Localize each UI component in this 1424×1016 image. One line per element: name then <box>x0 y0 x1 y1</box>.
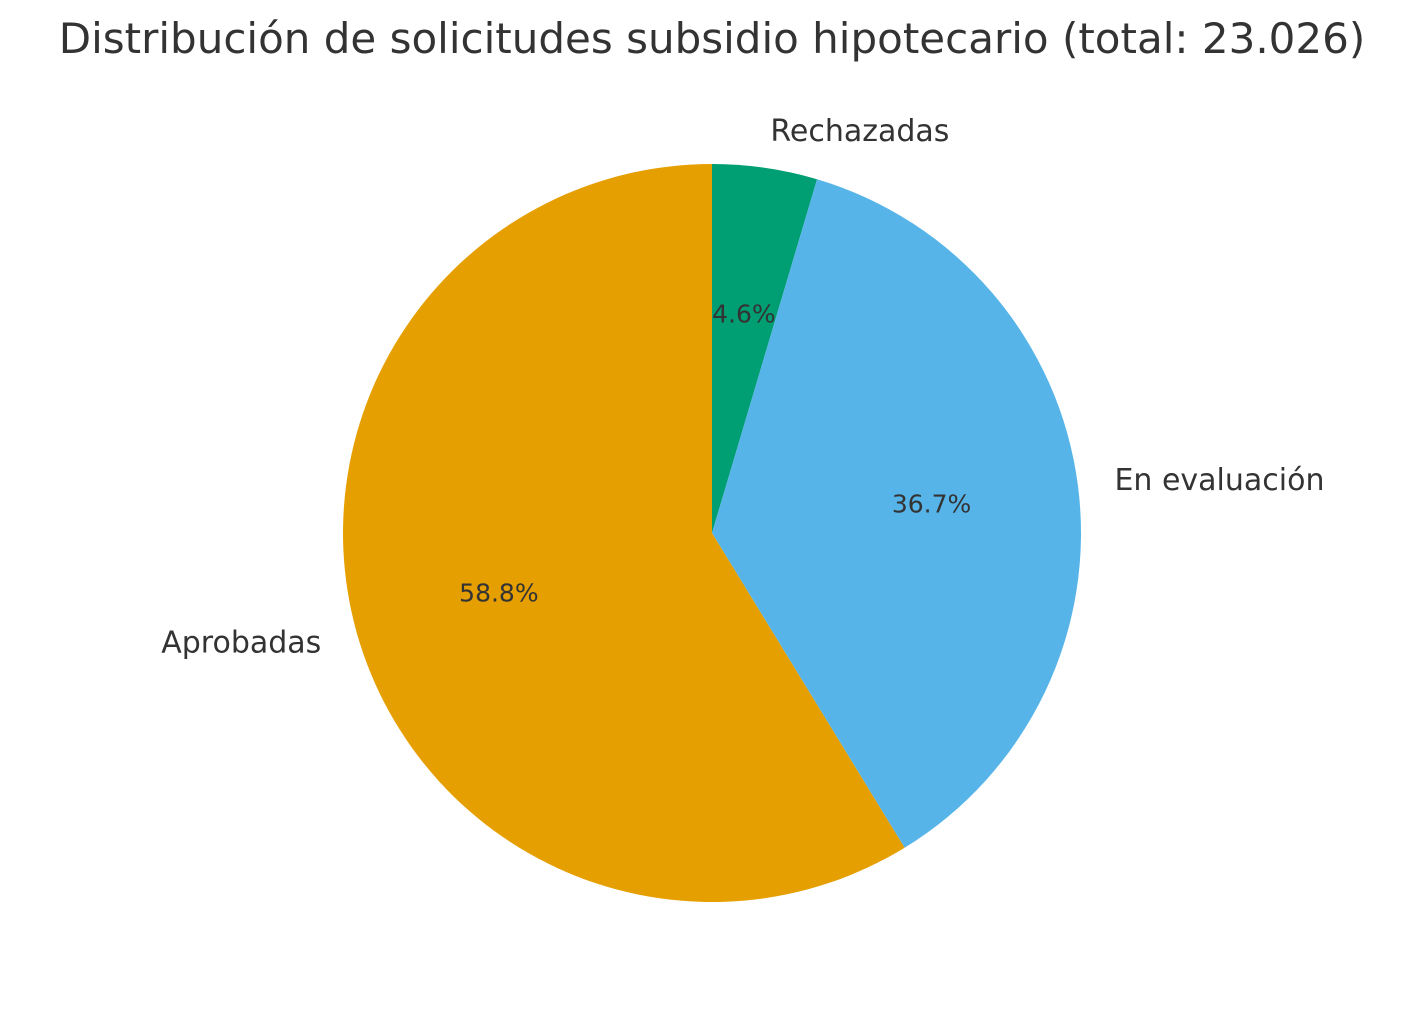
pie-slice-1 <box>712 179 1081 848</box>
pie-slice-0 <box>712 164 818 533</box>
slice-category-label-2: Aprobadas <box>161 626 321 661</box>
slice-percent-label-0: 4.6% <box>712 299 776 328</box>
pie-labels: 4.6% Rechazadas 36.7% En evaluación 58.8% Apr… <box>161 114 1324 661</box>
pie-slices <box>342 164 1081 902</box>
slice-percent-label-1: 36.7% <box>892 490 971 519</box>
slice-percent-label-2: 58.8% <box>459 579 538 608</box>
slice-category-label-1: En evaluación <box>1114 463 1324 498</box>
pie-slice-2 <box>342 164 905 902</box>
chart-title: Distribución de solicitudes subsidio hip… <box>58 14 1366 63</box>
slice-category-label-0: Rechazadas <box>770 114 949 149</box>
